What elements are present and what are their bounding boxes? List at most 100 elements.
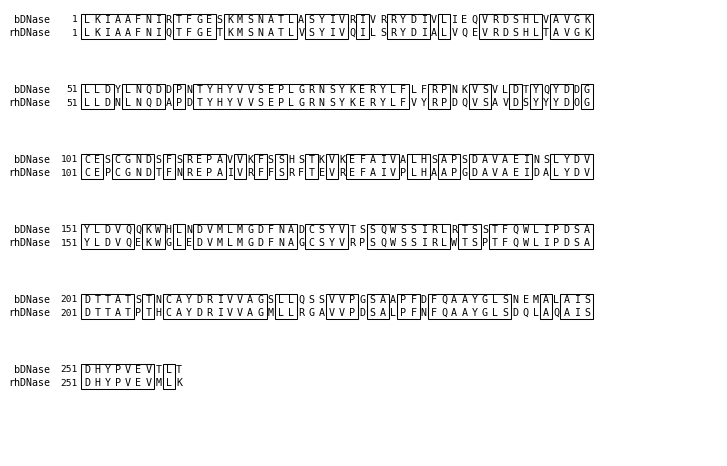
Text: R: R [206, 295, 212, 305]
Text: Q: Q [553, 308, 559, 318]
Text: L: L [288, 308, 294, 318]
Text: C: C [84, 155, 90, 165]
Text: A: A [380, 308, 386, 318]
Text: W: W [156, 238, 161, 248]
Text: G: G [125, 168, 131, 178]
Text: T: T [156, 168, 161, 178]
Text: L: L [441, 238, 447, 248]
Text: F: F [257, 155, 263, 165]
Bar [561, 294, 593, 319]
Text: H: H [421, 168, 427, 178]
Bar [81, 14, 164, 39]
Text: Q: Q [441, 308, 447, 318]
Text: Y: Y [472, 295, 478, 305]
Bar [81, 364, 154, 389]
Text: V: V [115, 238, 121, 248]
Text: T: T [523, 85, 529, 95]
Text: L: L [95, 225, 100, 235]
Text: T: T [95, 308, 100, 318]
Text: Y: Y [318, 28, 325, 38]
Text: L: L [288, 15, 294, 25]
Text: I: I [543, 225, 549, 235]
Text: bDNase: bDNase [14, 155, 50, 165]
Text: W: W [156, 225, 161, 235]
Bar [163, 294, 267, 319]
Text: R: R [451, 225, 457, 235]
Text: P: P [553, 225, 559, 235]
Text: L: L [441, 225, 447, 235]
Text: V: V [492, 155, 498, 165]
Text: V: V [543, 15, 549, 25]
Text: H: H [95, 378, 100, 388]
Bar [387, 14, 430, 39]
Text: D: D [145, 155, 151, 165]
Text: A: A [125, 15, 131, 25]
Text: D: D [105, 238, 111, 248]
Bar [305, 14, 348, 39]
Text: D: D [533, 168, 539, 178]
Text: F: F [502, 225, 508, 235]
Text: A: A [390, 295, 396, 305]
Bar [163, 364, 174, 389]
Bar [530, 84, 542, 109]
Text: Y: Y [105, 378, 111, 388]
Text: V: V [390, 168, 396, 178]
Text: C: C [166, 295, 172, 305]
Text: T: T [492, 238, 498, 248]
Text: R: R [186, 155, 192, 165]
Text: P: P [401, 295, 406, 305]
Bar [346, 154, 399, 179]
Text: G: G [298, 98, 305, 108]
Text: 101: 101 [61, 169, 78, 178]
Text: D: D [84, 378, 90, 388]
Text: Y: Y [84, 225, 90, 235]
Text: G: G [125, 155, 131, 165]
Text: S: S [278, 168, 284, 178]
Text: S: S [502, 308, 508, 318]
Text: I: I [217, 295, 222, 305]
Text: R: R [370, 98, 376, 108]
Text: D: D [196, 295, 202, 305]
Text: G: G [584, 98, 590, 108]
Text: V: V [390, 155, 396, 165]
Text: bDNase: bDNase [14, 85, 50, 95]
Text: W: W [451, 238, 457, 248]
Text: K: K [95, 15, 100, 25]
Text: C: C [308, 225, 315, 235]
Text: A: A [451, 308, 457, 318]
Text: L: L [278, 295, 284, 305]
Text: A: A [217, 155, 222, 165]
Text: Y: Y [339, 98, 345, 108]
Text: A: A [125, 28, 131, 38]
Text: Q: Q [462, 28, 467, 38]
Bar [81, 294, 134, 319]
Bar [234, 154, 246, 179]
Bar [581, 84, 593, 109]
Text: S: S [257, 85, 263, 95]
Text: Y: Y [329, 225, 335, 235]
Bar [142, 224, 164, 249]
Text: R: R [308, 98, 315, 108]
Text: R: R [166, 15, 172, 25]
Text: D: D [472, 155, 478, 165]
Text: V: V [502, 98, 508, 108]
Text: S: S [308, 15, 315, 25]
Text: P: P [278, 85, 284, 95]
Text: L: L [288, 28, 294, 38]
Text: T: T [145, 308, 151, 318]
Text: S: S [370, 225, 376, 235]
Text: E: E [196, 168, 202, 178]
Text: P: P [105, 168, 111, 178]
Bar [305, 154, 318, 179]
Text: rhDNase: rhDNase [8, 28, 50, 38]
Text: K: K [145, 225, 151, 235]
Text: A: A [115, 28, 121, 38]
Text: L: L [411, 155, 417, 165]
Text: H: H [156, 308, 161, 318]
Text: W: W [390, 225, 396, 235]
Text: V: V [339, 225, 345, 235]
Text: Q: Q [125, 225, 131, 235]
Text: V: V [237, 155, 243, 165]
Text: Y: Y [380, 85, 386, 95]
Bar [550, 154, 593, 179]
